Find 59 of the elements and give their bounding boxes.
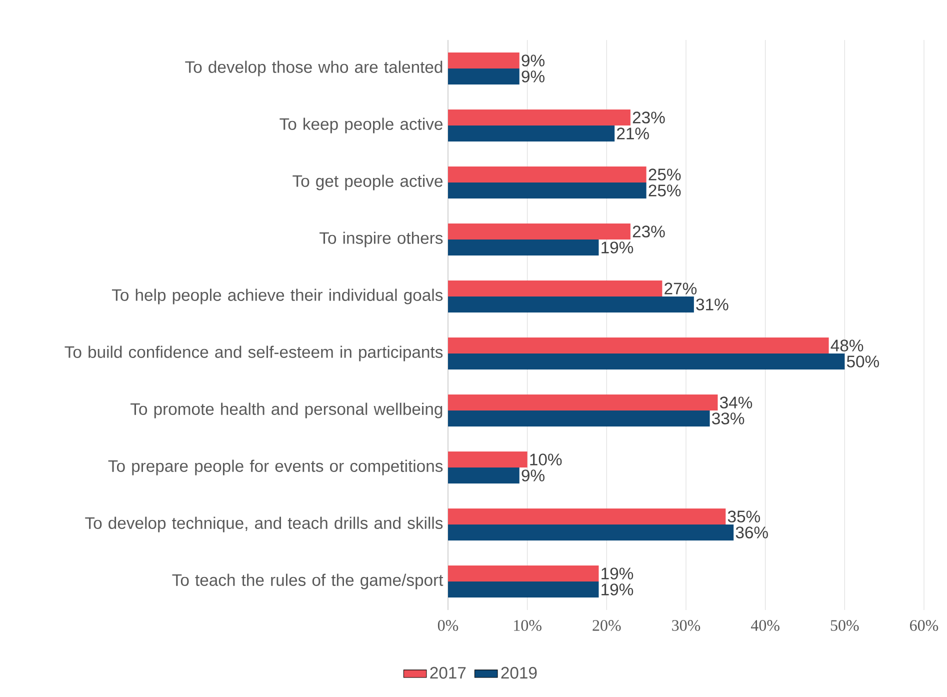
bar bbox=[448, 508, 726, 525]
legend-label: 2019 bbox=[501, 666, 537, 679]
bar bbox=[448, 52, 520, 68]
data-label: 19% bbox=[602, 584, 634, 596]
data-label: 31% bbox=[696, 298, 728, 310]
x-tick-label: 20% bbox=[592, 620, 621, 631]
data-label: 21% bbox=[617, 128, 649, 140]
x-tick-label: 10% bbox=[514, 620, 542, 631]
legend-label: 2017 bbox=[430, 666, 466, 679]
bar bbox=[448, 126, 615, 142]
bar bbox=[448, 354, 845, 370]
y-tick-label: To get people active bbox=[292, 174, 443, 190]
bar bbox=[448, 338, 829, 354]
x-tick-label: 30% bbox=[672, 620, 700, 631]
data-label: 19% bbox=[602, 568, 634, 580]
bar bbox=[448, 166, 646, 182]
bar bbox=[448, 68, 520, 84]
y-tick-label: To keep people active bbox=[280, 118, 443, 134]
data-label: 34% bbox=[720, 396, 752, 408]
data-label: 25% bbox=[648, 168, 681, 180]
bar bbox=[448, 240, 599, 256]
y-tick-label: To develop technique, and teach drills and skills bbox=[85, 516, 443, 532]
data-label: 23% bbox=[632, 112, 665, 124]
y-tick-label: To develop those who are talented bbox=[185, 60, 442, 76]
bar bbox=[448, 468, 520, 484]
y-tick-label: To promote health and personal wellbeing bbox=[130, 402, 442, 418]
x-tick-label: 0% bbox=[438, 620, 458, 631]
data-label: 36% bbox=[736, 526, 768, 538]
bar bbox=[448, 110, 630, 126]
bar bbox=[448, 410, 710, 426]
x-tick-label: 60% bbox=[910, 620, 938, 631]
bar bbox=[448, 394, 718, 411]
y-tick-label: To inspire others bbox=[320, 232, 443, 248]
data-label: 19% bbox=[602, 242, 634, 254]
bar bbox=[448, 224, 630, 240]
bar bbox=[448, 296, 694, 312]
bar bbox=[448, 582, 599, 598]
y-tick-label: To build confidence and self-esteem in participants bbox=[64, 346, 443, 362]
data-label: 27% bbox=[664, 282, 697, 294]
data-label: 33% bbox=[712, 412, 744, 424]
bar bbox=[448, 280, 662, 296]
data-label: 9% bbox=[522, 54, 544, 66]
y-tick-label: To teach the rules of the game/sport bbox=[172, 574, 444, 590]
bar bbox=[448, 452, 528, 468]
data-label: 10% bbox=[530, 454, 562, 466]
data-label: 9% bbox=[522, 70, 544, 82]
data-label: 48% bbox=[830, 340, 864, 352]
bar bbox=[448, 524, 734, 540]
data-label: 35% bbox=[728, 510, 760, 522]
x-tick-label: 40% bbox=[750, 620, 780, 631]
bar bbox=[448, 566, 599, 582]
data-label: 9% bbox=[522, 470, 544, 482]
y-tick-label: To help people achieve their individual goals bbox=[112, 288, 443, 304]
y-tick-label: To prepare people for events or competitions bbox=[108, 460, 443, 476]
data-label: 50% bbox=[846, 356, 880, 368]
bar bbox=[448, 182, 646, 198]
data-label: 23% bbox=[632, 226, 665, 238]
x-tick-label: 50% bbox=[830, 620, 859, 631]
data-label: 25% bbox=[648, 184, 681, 196]
